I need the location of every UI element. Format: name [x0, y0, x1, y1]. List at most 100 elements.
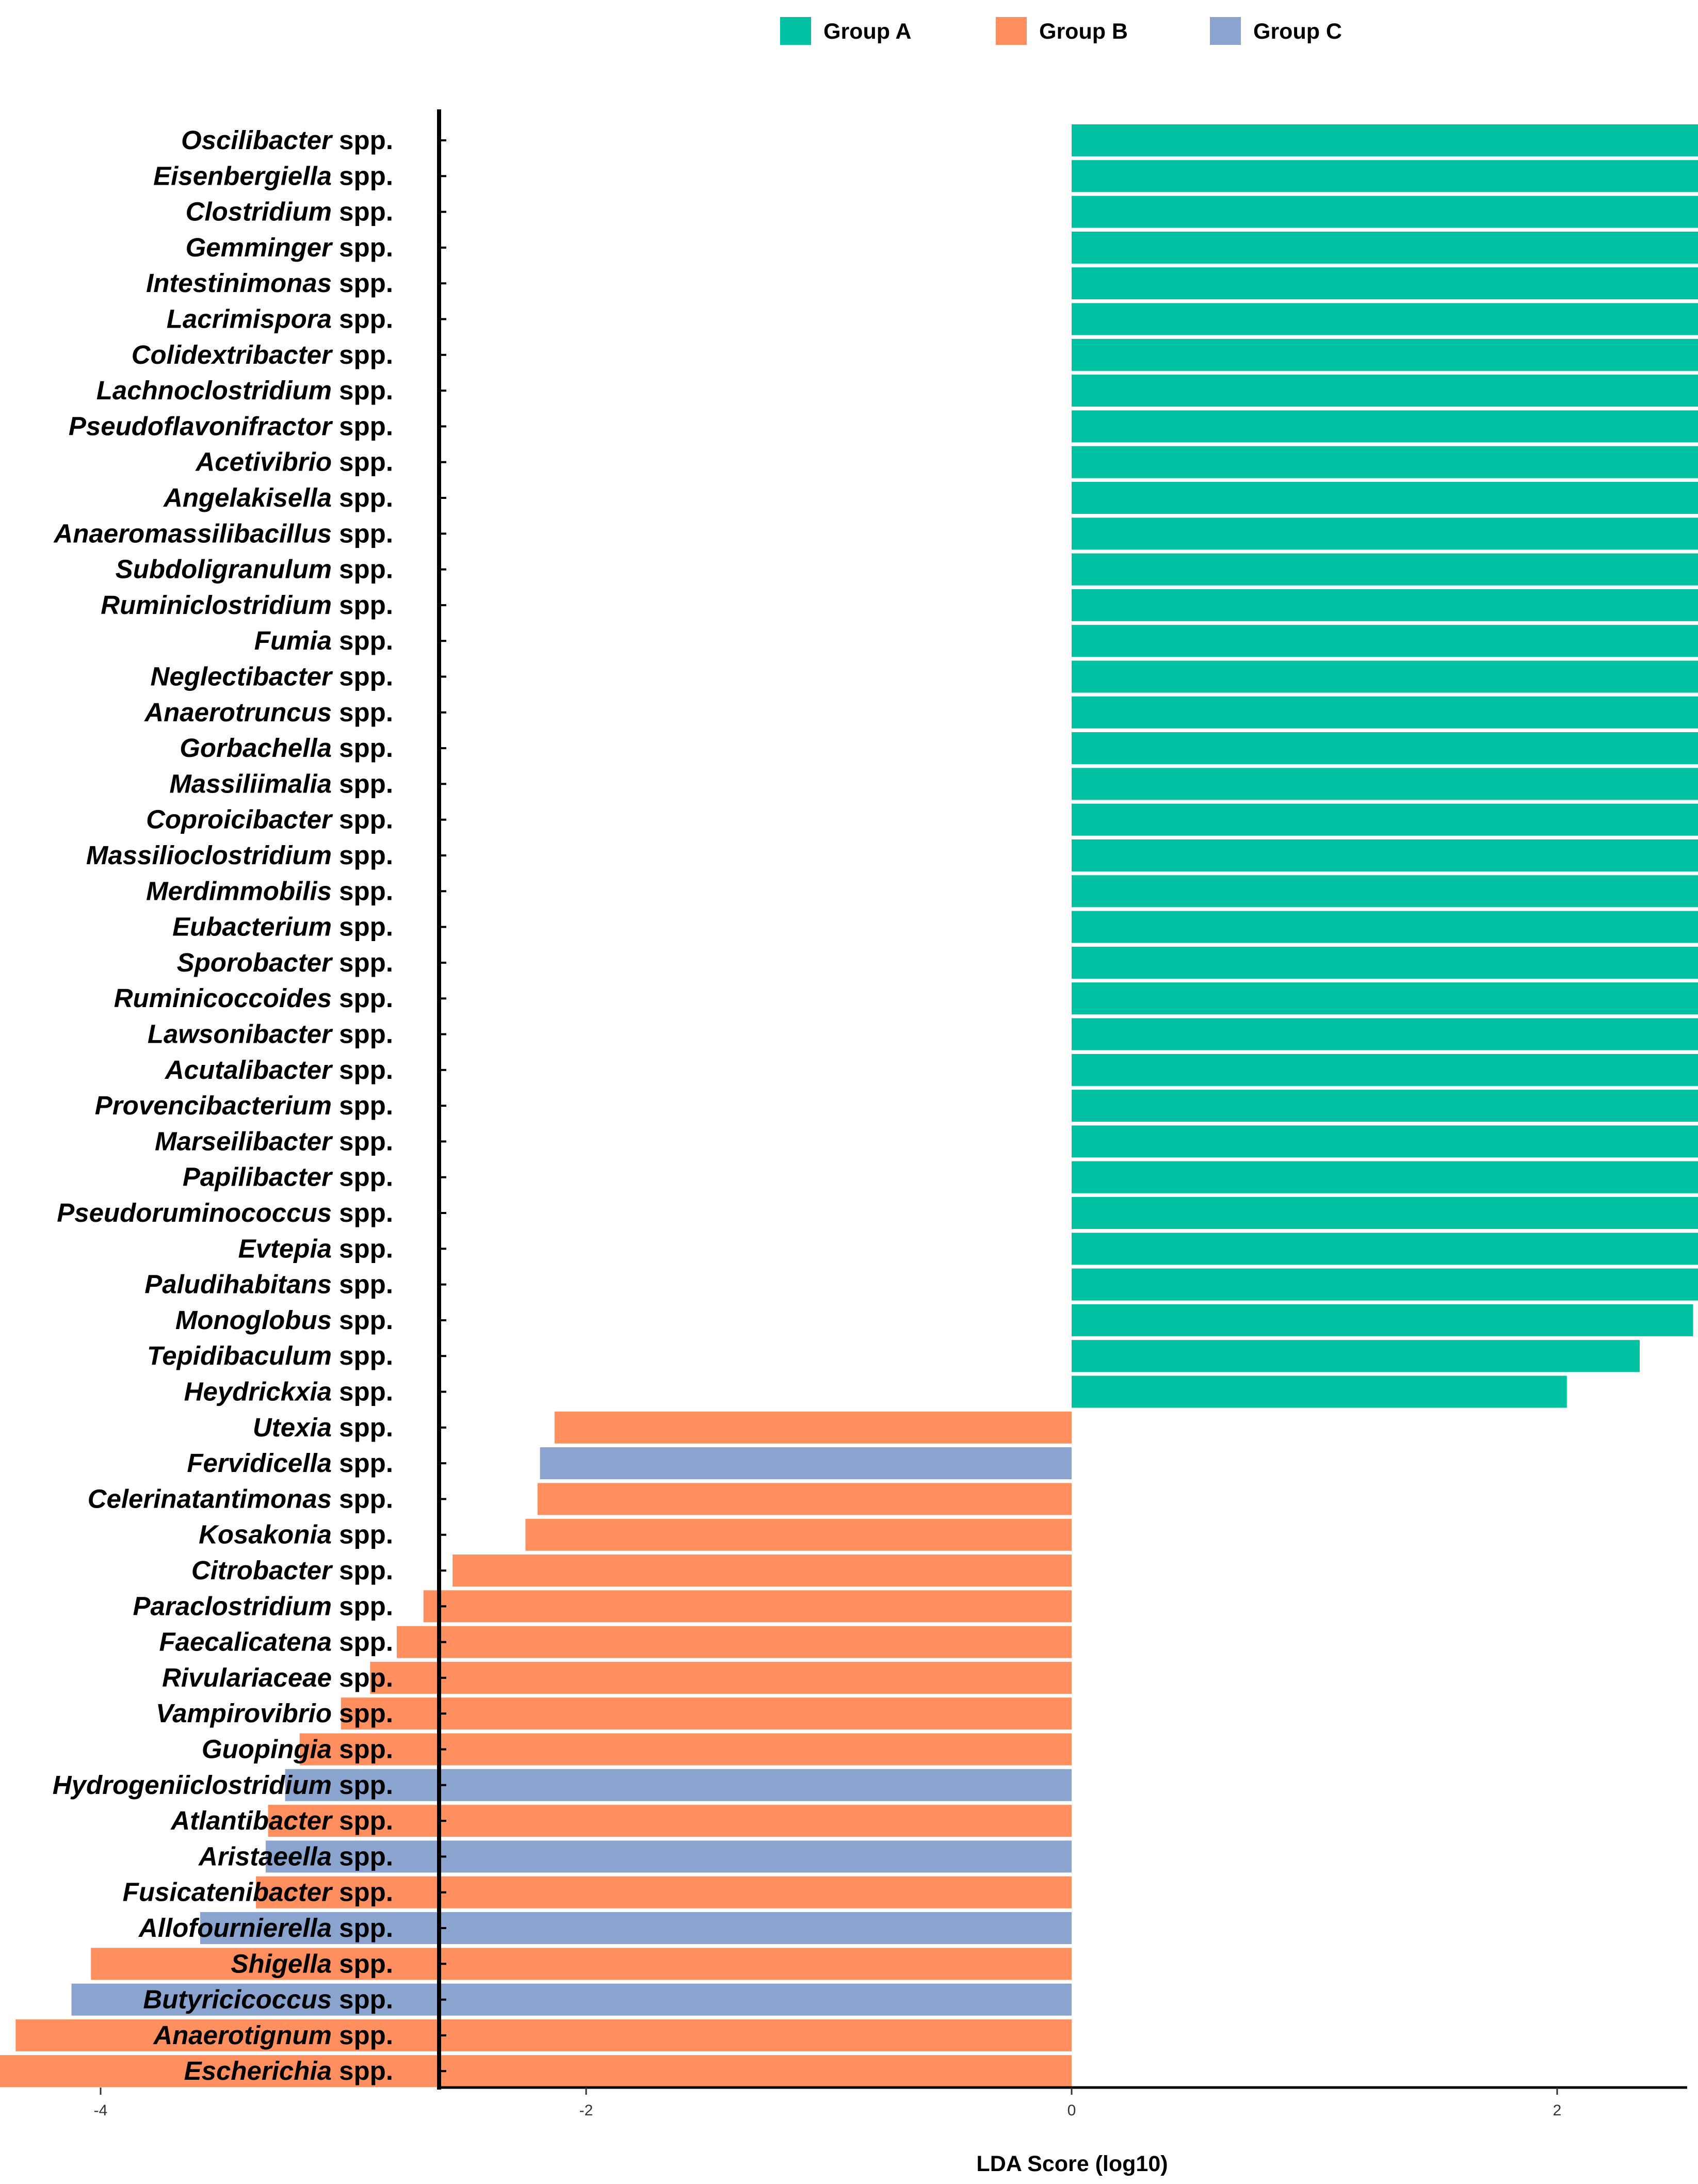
- taxon-suffix: spp.: [332, 1663, 393, 1692]
- taxon-label-lacrimispora: Lacrimispora spp.: [167, 304, 393, 334]
- taxon-suffix: spp.: [332, 876, 393, 905]
- taxon-genus: Pseudoflavonifractor: [69, 411, 333, 441]
- taxon-genus: Heydrickxia: [184, 1377, 332, 1406]
- taxon-genus: Paraclostridium: [133, 1591, 332, 1621]
- taxon-genus: Angelakisella: [163, 483, 332, 512]
- taxon-label-eisenbergiella: Eisenbergiella spp.: [153, 161, 393, 190]
- taxon-label-marseilibacter: Marseilibacter spp.: [155, 1126, 393, 1156]
- taxon-genus: Eisenbergiella: [153, 161, 332, 190]
- taxon-suffix: spp.: [332, 447, 393, 477]
- taxon-label-hydrogeniiclostridium: Hydrogeniiclostridium spp.: [53, 1770, 393, 1800]
- bar-lachnoclostridium: [1072, 375, 1698, 407]
- taxon-label-gorbachella: Gorbachella spp.: [180, 733, 393, 763]
- taxon-label-lawsonibacter: Lawsonibacter spp.: [148, 1020, 393, 1049]
- bar-utexia: [554, 1411, 1072, 1444]
- taxon-genus: Atlantibacter: [170, 1806, 333, 1835]
- taxon-genus: Paludihabitans: [144, 1270, 332, 1299]
- taxon-genus: Ruminiclostridium: [101, 590, 332, 620]
- taxon-genus: Lawsonibacter: [148, 1020, 333, 1049]
- taxon-suffix: spp.: [332, 1878, 393, 1907]
- taxon-genus: Evtepia: [238, 1234, 332, 1263]
- taxon-genus: Anaerotignum: [152, 2020, 332, 2050]
- taxon-label-ruminicoccoides: Ruminicoccoides spp.: [114, 983, 393, 1013]
- taxon-suffix: spp.: [332, 983, 393, 1013]
- taxon-suffix: spp.: [332, 268, 393, 298]
- taxon-suffix: spp.: [332, 1448, 393, 1478]
- taxon-genus: Ruminicoccoides: [114, 983, 332, 1013]
- taxon-label-rivulariaceae: Rivulariaceae spp.: [162, 1663, 393, 1692]
- taxon-label-tepidibaculum: Tepidibaculum spp.: [147, 1341, 393, 1370]
- taxon-suffix: spp.: [332, 912, 393, 942]
- taxon-genus: Faecalicatena: [159, 1627, 332, 1657]
- taxon-suffix: spp.: [332, 626, 393, 655]
- taxon-genus: Vampirovibrio: [156, 1698, 332, 1728]
- bar-eisenbergiella: [1072, 160, 1698, 192]
- taxon-labels: Oscilibacter spp.Eisenbergiella spp.Clos…: [53, 125, 393, 2085]
- taxon-label-massilioclostridium: Massilioclostridium spp.: [86, 840, 393, 870]
- taxon-label-vampirovibrio: Vampirovibrio spp.: [156, 1698, 393, 1728]
- taxon-genus: Fumia: [254, 626, 332, 655]
- x-axis: -4-2024: [94, 2086, 1687, 2119]
- bar-atlantibacter: [268, 1805, 1072, 1837]
- legend: Group A Group B Group C: [780, 17, 1342, 45]
- taxon-suffix: spp.: [332, 1305, 393, 1335]
- bar-celerinatantimonas: [537, 1483, 1072, 1515]
- taxon-genus: Eubacterium: [172, 912, 332, 942]
- bar-anaerotignum: [15, 2019, 1072, 2051]
- taxon-genus: Shigella: [231, 1949, 332, 1978]
- taxon-genus: Celerinatantimonas: [88, 1484, 332, 1513]
- bar-pseudoflavonifractor: [1072, 410, 1698, 443]
- bar-ruminiclostridium: [1072, 589, 1698, 621]
- bar-merdimmobilis: [1072, 875, 1698, 908]
- taxon-suffix: spp.: [332, 1234, 393, 1263]
- x-tick-label: 0: [1068, 2102, 1076, 2119]
- bar-anaeromassilibacillus: [1072, 517, 1698, 550]
- bar-pseudoruminococcus: [1072, 1197, 1698, 1229]
- taxon-suffix: spp.: [332, 411, 393, 441]
- taxon-suffix: spp.: [332, 519, 393, 548]
- taxon-genus: Anaerotruncus: [143, 698, 332, 727]
- bar-rivulariaceae: [370, 1661, 1072, 1694]
- taxon-suffix: spp.: [332, 1377, 393, 1406]
- taxon-suffix: spp.: [332, 1055, 393, 1085]
- taxon-suffix: spp.: [332, 1841, 393, 1871]
- taxon-genus: Aristaeella: [198, 1841, 332, 1871]
- taxon-label-paludihabitans: Paludihabitans spp.: [144, 1270, 393, 1299]
- taxon-label-paraclostridium: Paraclostridium spp.: [133, 1591, 393, 1621]
- bar-massiliimalia: [1072, 768, 1698, 800]
- taxon-genus: Clostridium: [186, 197, 332, 227]
- bar-angelakisella: [1072, 482, 1698, 514]
- bar-lawsonibacter: [1072, 1018, 1698, 1050]
- taxon-genus: Marseilibacter: [155, 1126, 333, 1156]
- taxon-genus: Massilioclostridium: [86, 840, 332, 870]
- bar-coproicibacter: [1072, 803, 1698, 836]
- bar-sporobacter: [1072, 946, 1698, 979]
- bar-papilibacter: [1072, 1161, 1698, 1193]
- taxon-suffix: spp.: [332, 1949, 393, 1978]
- taxon-label-fervidicella: Fervidicella spp.: [187, 1448, 393, 1478]
- legend-label-group-b: Group B: [1039, 19, 1128, 44]
- bar-acutalibacter: [1072, 1054, 1698, 1086]
- bar-heydrickxia: [1072, 1376, 1567, 1408]
- bar-vampirovibrio: [341, 1697, 1072, 1730]
- bar-fervidicella: [540, 1447, 1072, 1480]
- taxon-genus: Acetivibrio: [195, 447, 332, 477]
- taxon-suffix: spp.: [332, 1556, 393, 1585]
- bar-aristaeella: [265, 1840, 1072, 1873]
- bar-clostridium: [1072, 196, 1698, 228]
- taxon-suffix: spp.: [332, 1484, 393, 1513]
- bar-fusicatenibacter: [256, 1876, 1072, 1908]
- taxon-suffix: spp.: [332, 125, 393, 155]
- taxon-suffix: spp.: [332, 1020, 393, 1049]
- bar-marseilibacter: [1072, 1125, 1698, 1158]
- taxon-genus: Fervidicella: [187, 1448, 332, 1478]
- taxon-label-anaerotruncus: Anaerotruncus spp.: [143, 698, 393, 727]
- taxon-label-clostridium: Clostridium spp.: [186, 197, 393, 227]
- taxon-suffix: spp.: [332, 2056, 393, 2085]
- taxon-label-eubacterium: Eubacterium spp.: [172, 912, 393, 942]
- taxon-suffix: spp.: [332, 662, 393, 691]
- taxon-suffix: spp.: [332, 1806, 393, 1835]
- bar-faecalicatena: [397, 1626, 1072, 1658]
- taxon-genus: Merdimmobilis: [146, 876, 332, 905]
